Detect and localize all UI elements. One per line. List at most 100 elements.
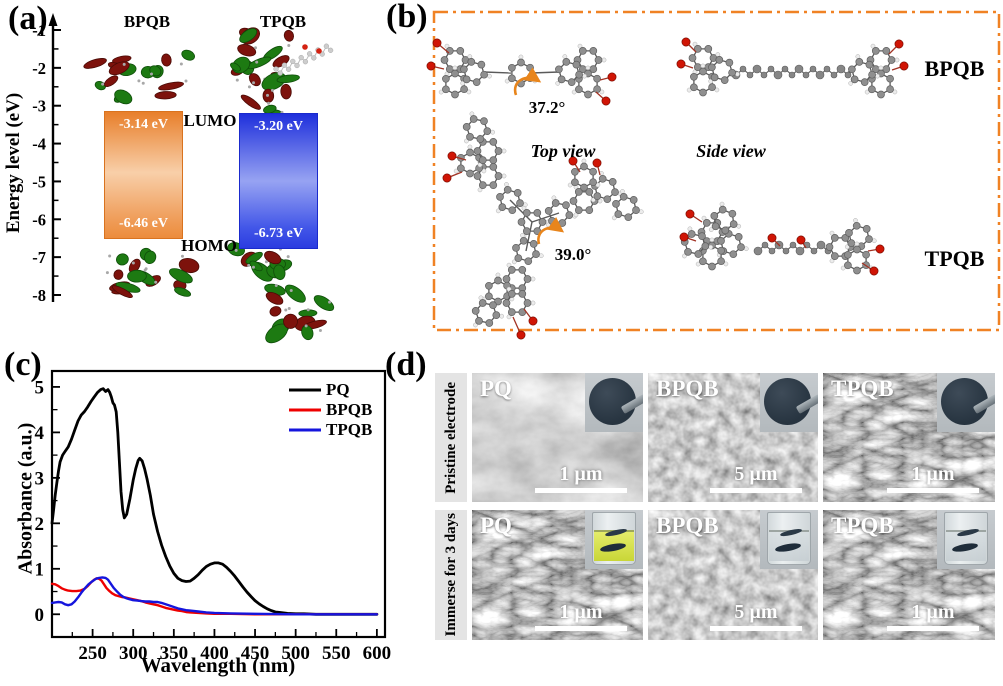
series-line-BPQB <box>50 577 379 616</box>
vial-photo-inset <box>760 510 818 569</box>
sem-tile-bpqb-pristine: BPQB 5 µm <box>648 373 818 502</box>
sem-tile-bpqb-immersed: BPQB 5 µm <box>648 510 818 640</box>
scale-bar-line <box>710 626 802 631</box>
sem-material-label: BPQB <box>656 513 719 538</box>
bpqb-dihedral-arrow <box>513 67 542 96</box>
svg-text:-8: -8 <box>32 286 46 305</box>
molecule-tpqb-side-view <box>679 201 885 276</box>
vial <box>592 512 636 565</box>
svg-text:450: 450 <box>241 643 270 664</box>
sem-material-label: TPQB <box>831 513 894 538</box>
sem-material-label: PQ <box>480 513 512 538</box>
scale-bar-text: 5 µm <box>734 463 778 485</box>
electrode-photo-inset <box>937 373 995 432</box>
svg-text:-6: -6 <box>32 210 46 229</box>
ghost-molecule-arm <box>273 43 334 76</box>
svg-text:350: 350 <box>160 643 189 664</box>
spectra-plot: 250 300 350 400 450 500 550 600 0 1 2 3 4 5 <box>35 369 392 664</box>
bpqb-column-header: BPQB <box>123 12 171 31</box>
legend-entry-pq: PQ <box>326 380 350 399</box>
scale-bar: 5 µm <box>710 602 802 631</box>
scale-bar-text: 1 µm <box>559 601 603 623</box>
sem-material-label: PQ <box>480 376 512 401</box>
svg-text:0: 0 <box>35 605 45 626</box>
scale-bar-line <box>887 626 979 631</box>
vial-photo-inset <box>585 510 643 569</box>
svg-text:550: 550 <box>322 643 351 664</box>
panel-b-border <box>432 10 1001 332</box>
yellow-solution <box>594 527 634 561</box>
row-label-pristine: Pristine electrode <box>435 373 467 502</box>
svg-text:500: 500 <box>281 643 310 664</box>
scale-bar-line <box>535 488 627 493</box>
electrode-piece <box>774 541 802 553</box>
electrode-piece <box>599 541 627 553</box>
panel-b-tag: (b) <box>386 0 428 35</box>
lumo-label: LUMO <box>183 111 237 130</box>
sem-tile-tpqb-pristine: TPQB 1 µm <box>823 373 995 502</box>
tpqb-dihedral-arrow <box>537 217 565 245</box>
energy-axis: -1 -2 -3 -4 -5 -6 -7 -8 <box>32 13 61 305</box>
sem-tile-pq-immersed: PQ 1 µm <box>472 510 643 640</box>
molecule-tpqb-top-view <box>442 111 644 340</box>
svg-text:-3: -3 <box>32 97 46 116</box>
scale-bar: 1 µm <box>535 602 627 631</box>
clear-solution <box>769 527 809 561</box>
side-view-label: Side view <box>696 141 766 161</box>
tpqb-row-label: TPQB <box>924 246 985 271</box>
svg-text:3: 3 <box>35 468 45 489</box>
tpqb-lumo-value: -3.20 eV <box>254 119 303 134</box>
svg-text:2: 2 <box>35 514 45 535</box>
molecule-bpqb-side-view <box>676 37 909 99</box>
svg-text:-1: -1 <box>32 21 46 40</box>
sem-tile-pq-pristine: PQ 1 µm <box>472 373 643 502</box>
row-label-immersed-text: Immerse for 3 days <box>442 513 459 637</box>
tpqb-energy-gap-box: -3.20 eV -6.73 eV <box>239 113 318 249</box>
orbital-cluster <box>265 284 335 344</box>
sem-material-label: TPQB <box>831 376 894 401</box>
svg-text:-2: -2 <box>32 59 46 78</box>
series-line-PQ <box>50 387 379 616</box>
scale-bar: 1 µm <box>887 602 979 631</box>
scale-bar: 1 µm <box>535 464 627 493</box>
scale-bar-text: 1 µm <box>911 601 955 623</box>
clear-solution <box>946 527 986 561</box>
panel-c-tag: (c) <box>4 346 42 383</box>
svg-text:5: 5 <box>35 377 45 398</box>
electrode-photo-inset <box>585 373 643 432</box>
legend-entry-bpqb: BPQB <box>326 400 373 419</box>
svg-text:4: 4 <box>35 423 45 444</box>
vial <box>944 512 988 565</box>
row-label-immersed: Immerse for 3 days <box>435 510 467 640</box>
scale-bar-text: 1 µm <box>559 463 603 485</box>
scale-bar-text: 1 µm <box>911 463 955 485</box>
orbital-cluster <box>83 49 195 105</box>
scale-bar-line <box>710 488 802 493</box>
svg-text:1: 1 <box>35 559 45 580</box>
svg-text:-7: -7 <box>32 248 46 267</box>
vial <box>767 512 811 565</box>
vial-photo-inset <box>937 510 995 569</box>
y-axis-title: Absorbance (a.u.) <box>14 422 37 575</box>
series-line-TPQB <box>50 576 379 616</box>
bpqb-lumo-value: -3.14 eV <box>119 117 168 132</box>
svg-text:-5: -5 <box>32 172 46 191</box>
top-view-label: Top view <box>530 141 596 161</box>
sem-tile-tpqb-immersed: TPQB 1 µm <box>823 510 995 640</box>
electrode-piece <box>779 527 803 538</box>
svg-text:300: 300 <box>119 643 148 664</box>
orbital-cluster <box>227 242 293 296</box>
panel-d-tag: (d) <box>385 346 427 383</box>
svg-text:250: 250 <box>78 643 107 664</box>
bpqb-row-label: BPQB <box>924 56 985 81</box>
molecule-models <box>426 37 909 340</box>
svg-text:600: 600 <box>363 643 392 664</box>
legend-entry-tpqb: TPQB <box>326 420 373 439</box>
x-axis-title: Wavelength (nm) <box>140 653 296 677</box>
electrode-piece <box>604 527 628 538</box>
orbital-cluster <box>105 247 200 299</box>
bpqb-homo-value: -6.46 eV <box>119 216 168 231</box>
tpqb-column-header: TPQB <box>259 12 307 31</box>
scale-bar-line <box>887 488 979 493</box>
